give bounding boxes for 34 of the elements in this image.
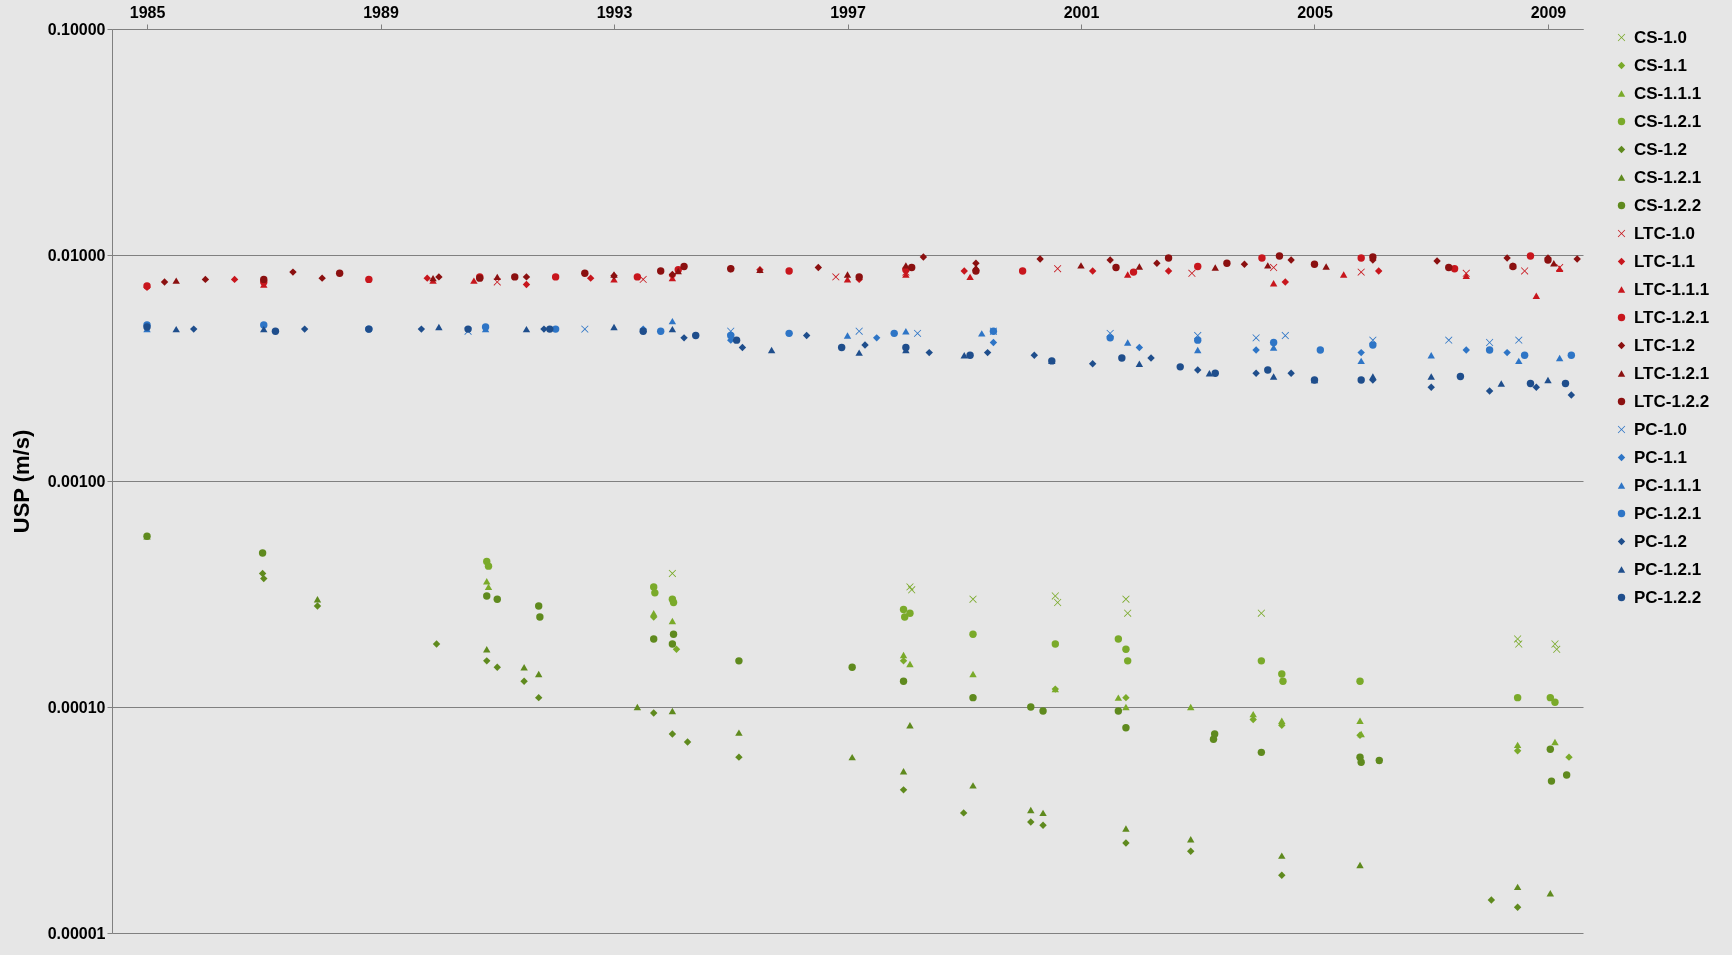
legend-label: CS-1.1 (1634, 55, 1687, 75)
legend-label: PC-1.1.1 (1634, 475, 1702, 495)
y-tick-label: 0.00010 (47, 698, 106, 716)
x-tick-label: 1985 (129, 3, 166, 21)
x-tick-label: 2001 (1063, 3, 1100, 21)
legend-label: LTC-1.0 (1634, 223, 1696, 243)
legend-label: CS-1.2.1 (1634, 111, 1702, 131)
y-tick-label: 0.00001 (47, 924, 106, 942)
y-axis-title: USP (m/s) (8, 429, 34, 534)
x-tick-label: 1989 (363, 3, 399, 21)
legend-label: PC-1.2 (1634, 531, 1687, 551)
x-tick-label: 2005 (1297, 3, 1333, 21)
x-tick-label: 1997 (830, 3, 866, 21)
legend-label: PC-1.2.1 (1634, 559, 1702, 579)
legend-label: LTC-1.2.1 (1634, 307, 1710, 327)
x-tick-label: 1993 (596, 3, 633, 21)
legend-label: CS-1.0 (1634, 27, 1687, 47)
legend-label: LTC-1.1 (1634, 251, 1696, 271)
y-tick-label: 0.01000 (47, 246, 106, 264)
legend-label: CS-1.2 (1634, 139, 1687, 159)
y-tick-label: 0.10000 (47, 20, 106, 38)
x-tick-label: 2009 (1530, 3, 1567, 21)
legend-label: CS-1.2.2 (1634, 195, 1702, 215)
legend-label: CS-1.2.1 (1634, 167, 1702, 187)
legend-label: PC-1.1 (1634, 447, 1687, 467)
legend-label: CS-1.1.1 (1634, 83, 1702, 103)
legend-label: LTC-1.2 (1634, 335, 1696, 355)
legend-label: LTC-1.1.1 (1634, 279, 1710, 299)
legend-label: PC-1.2.2 (1634, 587, 1702, 607)
legend-label: PC-1.2.1 (1634, 503, 1702, 523)
legend-label: PC-1.0 (1634, 419, 1687, 439)
legend-label: LTC-1.2.2 (1634, 391, 1710, 411)
legend-label: LTC-1.2.1 (1634, 363, 1710, 383)
y-tick-label: 0.00100 (47, 472, 106, 490)
